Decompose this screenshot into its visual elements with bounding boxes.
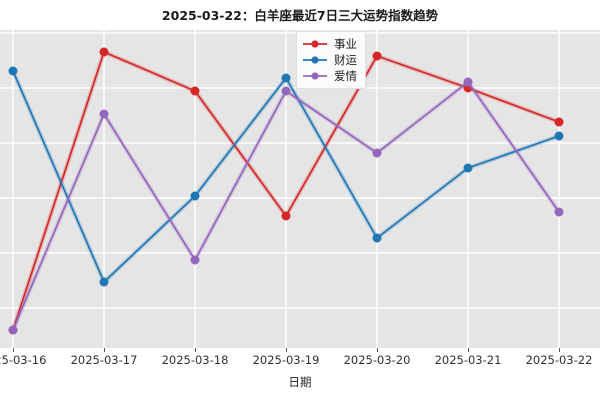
x-tick-label: 2025-03-18 (161, 353, 229, 367)
legend-label: 财运 (334, 53, 357, 67)
data-point-marker[interactable] (463, 77, 473, 87)
series-line-halo (10, 70, 560, 285)
x-tick-labels: 2025-03-16 2025-03-17 2025-03-18 2025-03-19… (0, 353, 600, 373)
x-tick-mark (13, 348, 14, 352)
series-line[interactable] (12, 81, 560, 331)
x-tick-mark (377, 348, 378, 352)
series-lines (8, 47, 564, 335)
x-tick-label: 2025-03-22 (525, 353, 593, 367)
data-point-marker[interactable] (463, 163, 473, 173)
x-tick-label: 2025-03-20 (343, 353, 411, 367)
legend-label: 爱情 (334, 69, 357, 83)
x-tick-label: 2025-03-21 (434, 353, 502, 367)
legend-item[interactable]: 爱情 (302, 68, 357, 84)
x-tick-mark (195, 348, 196, 352)
data-point-marker[interactable] (554, 131, 564, 141)
legend-label: 事业 (334, 37, 357, 51)
x-tick-mark (468, 348, 469, 352)
data-point-marker[interactable] (372, 233, 382, 243)
data-point-marker[interactable] (281, 86, 291, 96)
x-tick-mark (104, 348, 105, 352)
legend-item[interactable]: 事业 (302, 36, 357, 52)
x-tick-mark (559, 348, 560, 352)
x-axis-label: 日期 (288, 375, 312, 389)
legend-marker-icon (303, 56, 327, 64)
x-tick-label: 2025-03-17 (70, 353, 138, 367)
data-point-marker[interactable] (99, 47, 109, 57)
legend-marker-icon (303, 40, 327, 48)
legend-marker-icon (303, 72, 327, 80)
legend-item[interactable]: 财运 (302, 52, 357, 68)
data-point-marker[interactable] (190, 255, 200, 265)
data-point-marker[interactable] (99, 109, 109, 119)
data-point-marker[interactable] (281, 211, 291, 221)
chart-legend[interactable]: 事业 财运 爱情 (296, 31, 366, 89)
x-tick-mark (286, 348, 287, 352)
data-point-marker[interactable] (554, 207, 564, 217)
data-point-marker[interactable] (554, 117, 564, 127)
chart-title: 2025-03-22：白羊座最近7日三大运势指数趋势 (161, 8, 439, 23)
data-point-marker[interactable] (372, 148, 382, 158)
x-tick-label: 2025-03-19 (252, 353, 320, 367)
data-point-marker[interactable] (8, 325, 18, 335)
x-tick-marks (0, 348, 600, 353)
series-line-halo (10, 79, 561, 331)
data-point-marker[interactable] (99, 277, 109, 287)
series-line[interactable] (12, 70, 560, 283)
data-point-marker[interactable] (8, 66, 18, 76)
data-point-marker[interactable] (372, 51, 382, 61)
data-point-marker[interactable] (281, 73, 291, 83)
x-tick-label: 2025-03-16 (0, 353, 47, 367)
data-point-marker[interactable] (190, 191, 200, 201)
data-point-marker[interactable] (190, 86, 200, 96)
